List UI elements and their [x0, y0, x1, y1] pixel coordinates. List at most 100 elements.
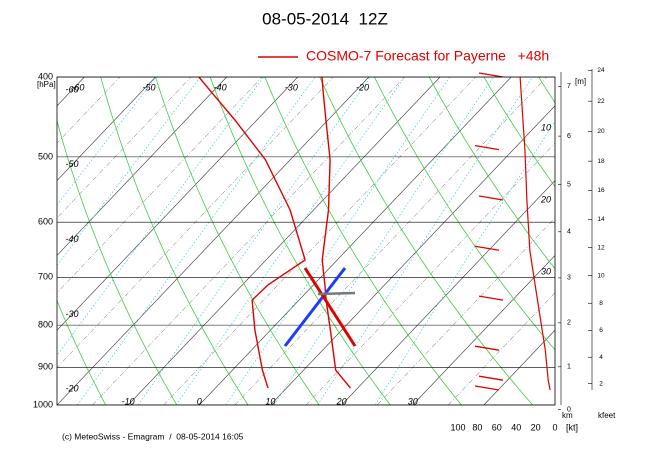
mixing-ratio-line: [273, 77, 494, 405]
kfeet-tick-label: 16: [597, 187, 605, 194]
wind-axis-label: [kt]: [566, 422, 578, 432]
x-tick-label: 10: [265, 396, 275, 406]
right-label: 10: [541, 122, 551, 132]
isotherm-label: -60: [65, 84, 78, 94]
legend-label: COSMO-7 Forecast for Payerne +48h: [306, 48, 549, 64]
kfeet-tick-label: 4: [599, 354, 603, 361]
kfeet-tick-label: 8: [599, 300, 603, 307]
isotherm: [199, 77, 512, 405]
isotherm-label: -60: [71, 82, 84, 92]
wind-barb: [474, 245, 500, 251]
isotherm-label: -40: [214, 82, 227, 92]
kfeet-tick-label: 2: [599, 380, 603, 387]
dry-adiabat: [0, 77, 35, 405]
mixing-ratio-line: [175, 77, 405, 405]
dry-adiabat: [57, 299, 107, 405]
kfeet-tick-label: 24: [597, 67, 605, 74]
km-tick-label: 0: [567, 407, 571, 414]
dry-adiabat: [100, 77, 249, 405]
isotherm: [483, 329, 555, 405]
dry-adiabat: [209, 77, 391, 405]
mixing-ratio-line: [57, 77, 201, 266]
wind-tick-label: 40: [511, 422, 521, 432]
isotherm: [57, 77, 192, 219]
footer: (c) MeteoSwiss - Emagram / 08-05-2014 16…: [62, 431, 244, 441]
isotherm: [57, 77, 227, 256]
km-tick-label: 6: [567, 133, 571, 140]
plot-frame: [56, 76, 556, 406]
right-label: 20: [540, 194, 551, 204]
isotherm: [0, 77, 49, 405]
wind-barb: [474, 145, 500, 151]
wind-barb: [474, 345, 500, 351]
km-tick-label: 3: [567, 275, 571, 282]
wind-tick-label: 20: [531, 422, 541, 432]
wind-barb: [478, 295, 504, 301]
isotherm: [270, 105, 555, 405]
cross-line: [283, 267, 347, 347]
y-tick-label: 1000: [33, 399, 53, 409]
right-label: 30: [541, 266, 551, 276]
isotherm: [57, 77, 334, 368]
wind-marker: [317, 291, 356, 296]
isotherm-label: -50: [143, 82, 156, 92]
isotherm: [234, 77, 547, 405]
isotherm-label: -20: [65, 384, 78, 394]
kfeet-tick-label: 6: [599, 327, 603, 334]
kfeet-label: kfeet: [598, 411, 616, 420]
y-tick-label: 700: [38, 272, 53, 282]
dry-adiabat: [483, 77, 555, 188]
dewpoint-line: [198, 76, 306, 389]
isotherm: [57, 77, 370, 405]
kfeet-tick-label: 18: [597, 158, 605, 165]
kfeet-tick-label: 10: [597, 272, 605, 279]
y-tick-label: 800: [38, 319, 53, 329]
isotherm: [57, 77, 156, 182]
dry-adiabat: [428, 77, 555, 270]
x-tick-label: 30: [408, 396, 418, 406]
y-tick-label: 900: [38, 362, 53, 372]
kfeet-tick-label: 14: [597, 216, 605, 223]
x-tick-label: -10: [122, 396, 135, 406]
kfeet-tick-label: 22: [597, 98, 605, 105]
mixing-ratio-line: [317, 77, 533, 405]
y-tick-label: 400: [38, 71, 53, 81]
isotherm: [92, 77, 405, 405]
km-unit: [m]: [575, 77, 586, 86]
isotherm: [0, 77, 13, 405]
y-axis-label: [hPa]: [37, 80, 56, 89]
isotherm-label: -30: [65, 309, 78, 319]
mixing-ratio-line: [137, 77, 371, 405]
km-tick-label: 5: [567, 181, 571, 188]
y-tick-label: 600: [38, 217, 53, 227]
isotherm: [57, 77, 263, 294]
wind-tick-label: 80: [472, 422, 482, 432]
isotherm-label: -50: [65, 159, 78, 169]
mixing-ratio-line: [374, 120, 555, 405]
x-tick-label: 20: [336, 396, 347, 406]
isotherm: [57, 77, 121, 144]
chart-title: 08-05-2014 12Z: [262, 9, 388, 28]
km-tick-label: 1: [567, 364, 571, 371]
km-tick-label: 4: [567, 229, 571, 236]
temperature-line: [321, 76, 352, 389]
km-tick-label: 2: [567, 320, 571, 327]
km-tick-label: 7: [567, 83, 571, 90]
x-tick-label: 0: [197, 396, 202, 406]
cross-line: [303, 267, 357, 347]
isotherm-label: -20: [356, 82, 369, 92]
y-tick-label: 500: [38, 151, 53, 161]
mixing-ratio-line: [77, 77, 316, 405]
isotherm: [412, 254, 555, 405]
wind-tick-label: 100: [450, 422, 465, 432]
wind-barb: [474, 385, 500, 391]
background-grid: [0, 77, 555, 405]
km-label: km: [562, 411, 573, 420]
kfeet-tick-label: 20: [597, 128, 605, 135]
kfeet-tick-label: 12: [597, 244, 605, 251]
isotherm: [341, 180, 555, 405]
isotherm-label: -40: [65, 234, 78, 244]
isotherm-label: -30: [285, 82, 298, 92]
wind-barb: [478, 195, 504, 201]
